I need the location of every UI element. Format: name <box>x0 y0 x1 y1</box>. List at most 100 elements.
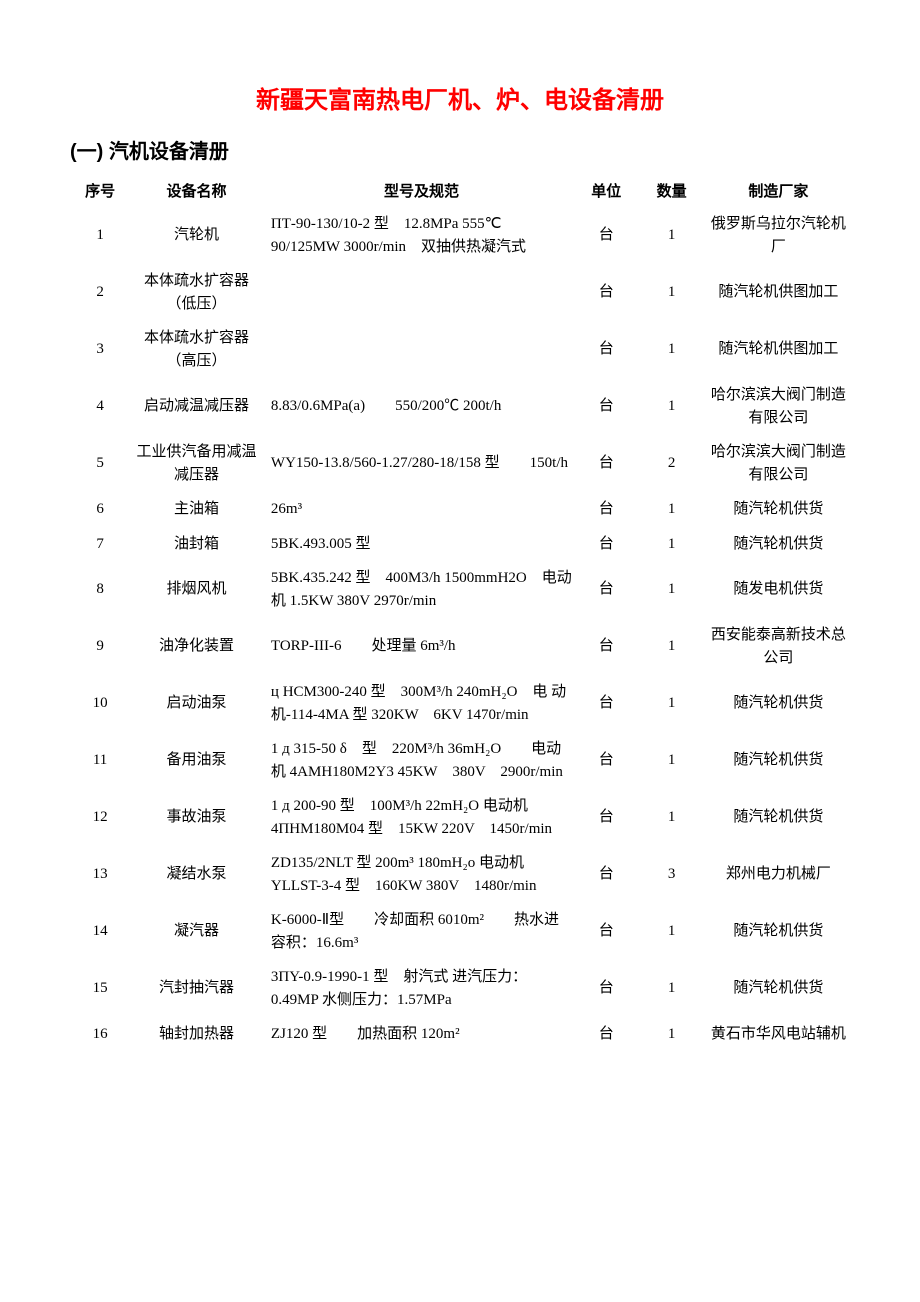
cell-spec: 5BK.435.242 型 400M3/h 1500mmH2O 电动机 1.5K… <box>263 561 576 618</box>
cell-name: 本体疏水扩容器（高压） <box>130 321 263 378</box>
cell-spec <box>263 264 576 321</box>
cell-spec: ц HCM300-240 型 300M³/h 240mH₂O 电 动 机-114… <box>263 675 576 732</box>
table-row: 5工业供汽备用减温减压器WY150-13.8/560-1.27/280-18/1… <box>70 435 850 492</box>
table-row: 11备用油泵1 д 315-50 δ 型 220M³/h 36mH₂O 电动机 … <box>70 732 850 789</box>
table-row: 14凝汽器K-6000-Ⅱ型 冷却面积 6010m² 热水进容积：16.6m³台… <box>70 903 850 960</box>
table-header-row: 序号 设备名称 型号及规范 单位 数量 制造厂家 <box>70 174 850 207</box>
cell-spec: ПТ-90-130/10-2 型 12.8MPa 555℃ 90/125MW 3… <box>263 207 576 264</box>
cell-qty: 1 <box>636 675 707 732</box>
table-row: 1汽轮机ПТ-90-130/10-2 型 12.8MPa 555℃ 90/125… <box>70 207 850 264</box>
equipment-table: 序号 设备名称 型号及规范 单位 数量 制造厂家 1汽轮机ПТ-90-130/1… <box>70 174 850 1052</box>
cell-spec: 1 д 200-90 型 100M³/h 22mH₂O 电动机 4ПHM180M… <box>263 789 576 846</box>
cell-maker: 俄罗斯乌拉尔汽轮机厂 <box>707 207 850 264</box>
cell-unit: 台 <box>576 675 636 732</box>
cell-name: 凝结水泵 <box>130 846 263 903</box>
cell-qty: 1 <box>636 1017 707 1052</box>
cell-maker: 西安能泰高新技术总公司 <box>707 618 850 675</box>
col-header-seq: 序号 <box>70 174 130 207</box>
cell-seq: 2 <box>70 264 130 321</box>
section-heading: (一) 汽机设备清册 <box>70 135 850 164</box>
cell-spec: ZJ120 型 加热面积 120m² <box>263 1017 576 1052</box>
cell-seq: 11 <box>70 732 130 789</box>
table-row: 6主油箱26m³台1随汽轮机供货 <box>70 492 850 527</box>
table-body: 1汽轮机ПТ-90-130/10-2 型 12.8MPa 555℃ 90/125… <box>70 207 850 1052</box>
cell-spec: WY150-13.8/560-1.27/280-18/158 型 150t/h <box>263 435 576 492</box>
document-title: 新疆天富南热电厂机、炉、电设备清册 <box>70 80 850 115</box>
table-row: 10启动油泵ц HCM300-240 型 300M³/h 240mH₂O 电 动… <box>70 675 850 732</box>
cell-name: 启动油泵 <box>130 675 263 732</box>
cell-maker: 随汽轮机供货 <box>707 789 850 846</box>
cell-unit: 台 <box>576 435 636 492</box>
cell-qty: 1 <box>636 960 707 1017</box>
table-row: 12事故油泵1 д 200-90 型 100M³/h 22mH₂O 电动机 4П… <box>70 789 850 846</box>
cell-qty: 1 <box>636 903 707 960</box>
cell-maker: 随汽轮机供货 <box>707 527 850 562</box>
cell-seq: 9 <box>70 618 130 675</box>
cell-qty: 1 <box>636 527 707 562</box>
cell-unit: 台 <box>576 561 636 618</box>
col-header-maker: 制造厂家 <box>707 174 850 207</box>
cell-name: 排烟风机 <box>130 561 263 618</box>
col-header-spec: 型号及规范 <box>263 174 576 207</box>
cell-qty: 2 <box>636 435 707 492</box>
cell-name: 油净化装置 <box>130 618 263 675</box>
cell-spec: K-6000-Ⅱ型 冷却面积 6010m² 热水进容积：16.6m³ <box>263 903 576 960</box>
cell-spec: 5BK.493.005 型 <box>263 527 576 562</box>
col-header-name: 设备名称 <box>130 174 263 207</box>
cell-maker: 哈尔滨滨大阀门制造有限公司 <box>707 435 850 492</box>
cell-qty: 1 <box>636 561 707 618</box>
cell-seq: 10 <box>70 675 130 732</box>
cell-seq: 4 <box>70 378 130 435</box>
cell-qty: 1 <box>636 732 707 789</box>
cell-seq: 13 <box>70 846 130 903</box>
cell-spec <box>263 321 576 378</box>
col-header-unit: 单位 <box>576 174 636 207</box>
cell-spec: 3ПY-0.9-1990-1 型 射汽式 进汽压力：0.49MP 水侧压力：1.… <box>263 960 576 1017</box>
cell-qty: 1 <box>636 321 707 378</box>
cell-name: 备用油泵 <box>130 732 263 789</box>
cell-unit: 台 <box>576 846 636 903</box>
cell-unit: 台 <box>576 378 636 435</box>
table-row: 3本体疏水扩容器（高压）台1随汽轮机供图加工 <box>70 321 850 378</box>
cell-qty: 1 <box>636 492 707 527</box>
cell-maker: 随汽轮机供货 <box>707 732 850 789</box>
cell-seq: 8 <box>70 561 130 618</box>
table-row: 4启动减温减压器8.83/0.6MPa(a) 550/200℃ 200t/h台1… <box>70 378 850 435</box>
cell-name: 事故油泵 <box>130 789 263 846</box>
cell-unit: 台 <box>576 207 636 264</box>
table-row: 2本体疏水扩容器（低压）台1随汽轮机供图加工 <box>70 264 850 321</box>
cell-seq: 1 <box>70 207 130 264</box>
cell-maker: 随发电机供货 <box>707 561 850 618</box>
cell-unit: 台 <box>576 492 636 527</box>
cell-spec: ZD135/2NLT 型 200m³ 180mH₂o 电动机 YLLST-3-4… <box>263 846 576 903</box>
cell-name: 轴封加热器 <box>130 1017 263 1052</box>
cell-unit: 台 <box>576 321 636 378</box>
cell-seq: 15 <box>70 960 130 1017</box>
cell-spec: 8.83/0.6MPa(a) 550/200℃ 200t/h <box>263 378 576 435</box>
cell-maker: 郑州电力机械厂 <box>707 846 850 903</box>
cell-seq: 6 <box>70 492 130 527</box>
cell-qty: 1 <box>636 378 707 435</box>
cell-spec: TORP-III-6 处理量 6m³/h <box>263 618 576 675</box>
cell-unit: 台 <box>576 618 636 675</box>
cell-seq: 14 <box>70 903 130 960</box>
cell-maker: 哈尔滨滨大阀门制造有限公司 <box>707 378 850 435</box>
cell-spec: 1 д 315-50 δ 型 220M³/h 36mH₂O 电动机 4AMH18… <box>263 732 576 789</box>
cell-qty: 1 <box>636 207 707 264</box>
cell-name: 汽封抽汽器 <box>130 960 263 1017</box>
cell-name: 主油箱 <box>130 492 263 527</box>
cell-maker: 随汽轮机供货 <box>707 675 850 732</box>
cell-name: 汽轮机 <box>130 207 263 264</box>
cell-unit: 台 <box>576 527 636 562</box>
cell-seq: 5 <box>70 435 130 492</box>
cell-name: 启动减温减压器 <box>130 378 263 435</box>
cell-maker: 随汽轮机供图加工 <box>707 264 850 321</box>
table-row: 15汽封抽汽器3ПY-0.9-1990-1 型 射汽式 进汽压力：0.49MP … <box>70 960 850 1017</box>
cell-qty: 1 <box>636 789 707 846</box>
cell-unit: 台 <box>576 789 636 846</box>
cell-maker: 黄石市华风电站辅机 <box>707 1017 850 1052</box>
cell-name: 本体疏水扩容器（低压） <box>130 264 263 321</box>
cell-maker: 随汽轮机供货 <box>707 492 850 527</box>
cell-unit: 台 <box>576 903 636 960</box>
cell-qty: 3 <box>636 846 707 903</box>
